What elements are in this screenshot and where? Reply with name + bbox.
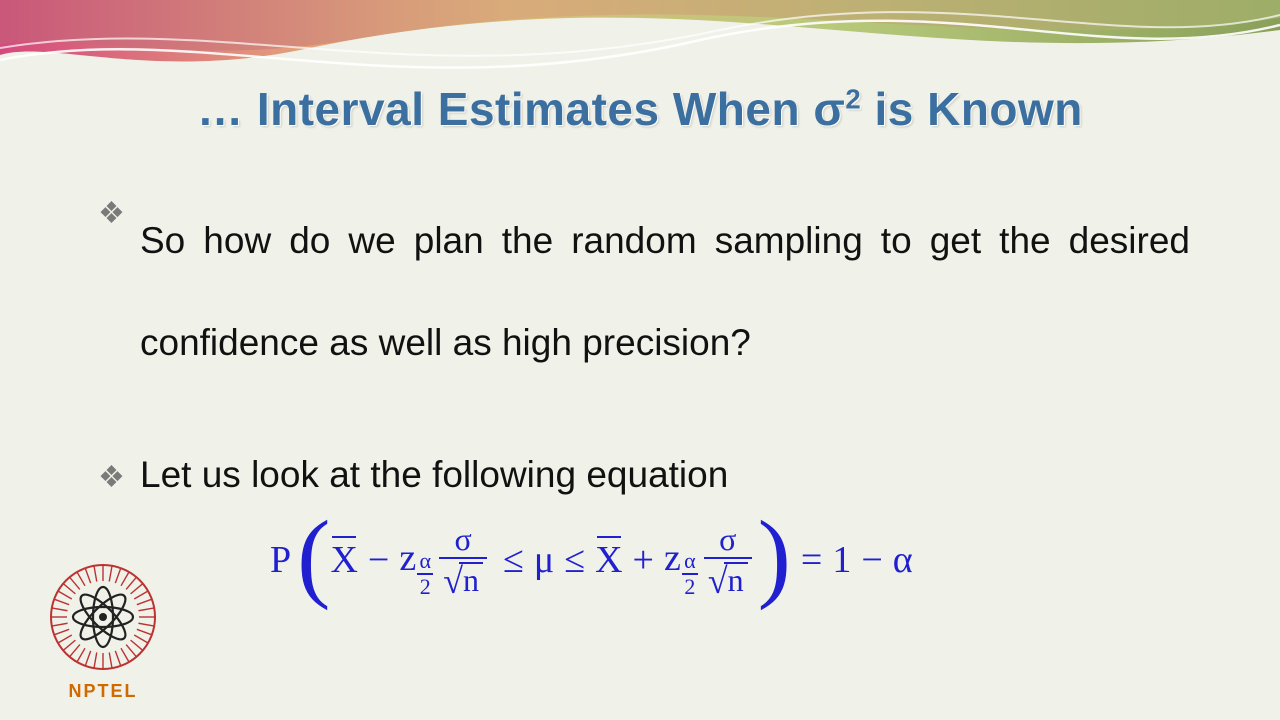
nptel-label: NPTEL	[38, 681, 168, 702]
eq-z-alpha-half: z α 2	[664, 536, 698, 584]
eq-one: 1	[832, 538, 851, 582]
eq-mu: μ	[534, 538, 554, 582]
bullet-item: ❖ So how do we plan the random sampling …	[140, 190, 1190, 394]
nptel-logo: NPTEL	[38, 557, 168, 702]
sqrt-icon: √n	[708, 561, 748, 597]
title-sigma: σ	[813, 83, 845, 135]
eq-minus: −	[368, 538, 389, 582]
right-paren-icon: )	[758, 516, 791, 596]
eq-P: P	[270, 538, 291, 582]
bullet-text: So how do we plan the random sampling to…	[140, 190, 1190, 394]
eq-term-lower: X − z α 2 σ √n	[330, 523, 493, 597]
eq-xbar: X	[330, 538, 357, 582]
diamond-bullet-icon: ❖	[98, 460, 125, 495]
diamond-bullet-icon: ❖	[98, 196, 125, 231]
eq-le: ≤	[503, 538, 524, 582]
eq-alpha-over-2: α 2	[417, 550, 433, 598]
bullet-text: Let us look at the following equation	[140, 454, 1190, 496]
eq-term-upper: X + z α 2 σ √n	[595, 523, 758, 597]
confidence-interval-equation: P ( X − z α 2 σ √n ≤ μ ≤ X + z	[270, 520, 1220, 600]
title-superscript: 2	[845, 84, 861, 115]
eq-le: ≤	[564, 538, 585, 582]
eq-sigma-over-rootn: σ √n	[704, 523, 752, 597]
bullet-item: ❖ Let us look at the following equation	[140, 454, 1190, 496]
eq-equals: =	[801, 538, 822, 582]
sqrt-icon: √n	[443, 561, 483, 597]
left-paren-icon: (	[297, 516, 330, 596]
eq-xbar: X	[595, 538, 622, 582]
eq-minus: −	[861, 538, 882, 582]
title-prefix: … Interval Estimates When	[197, 83, 813, 135]
eq-alpha-over-2: α 2	[682, 550, 698, 598]
slide-title: … Interval Estimates When σ2 is Known	[0, 82, 1280, 136]
eq-z-alpha-half: z α 2	[399, 536, 433, 584]
eq-plus: +	[633, 538, 654, 582]
title-suffix: is Known	[861, 83, 1083, 135]
eq-sigma-over-rootn: σ √n	[439, 523, 487, 597]
eq-alpha: α	[893, 538, 913, 582]
